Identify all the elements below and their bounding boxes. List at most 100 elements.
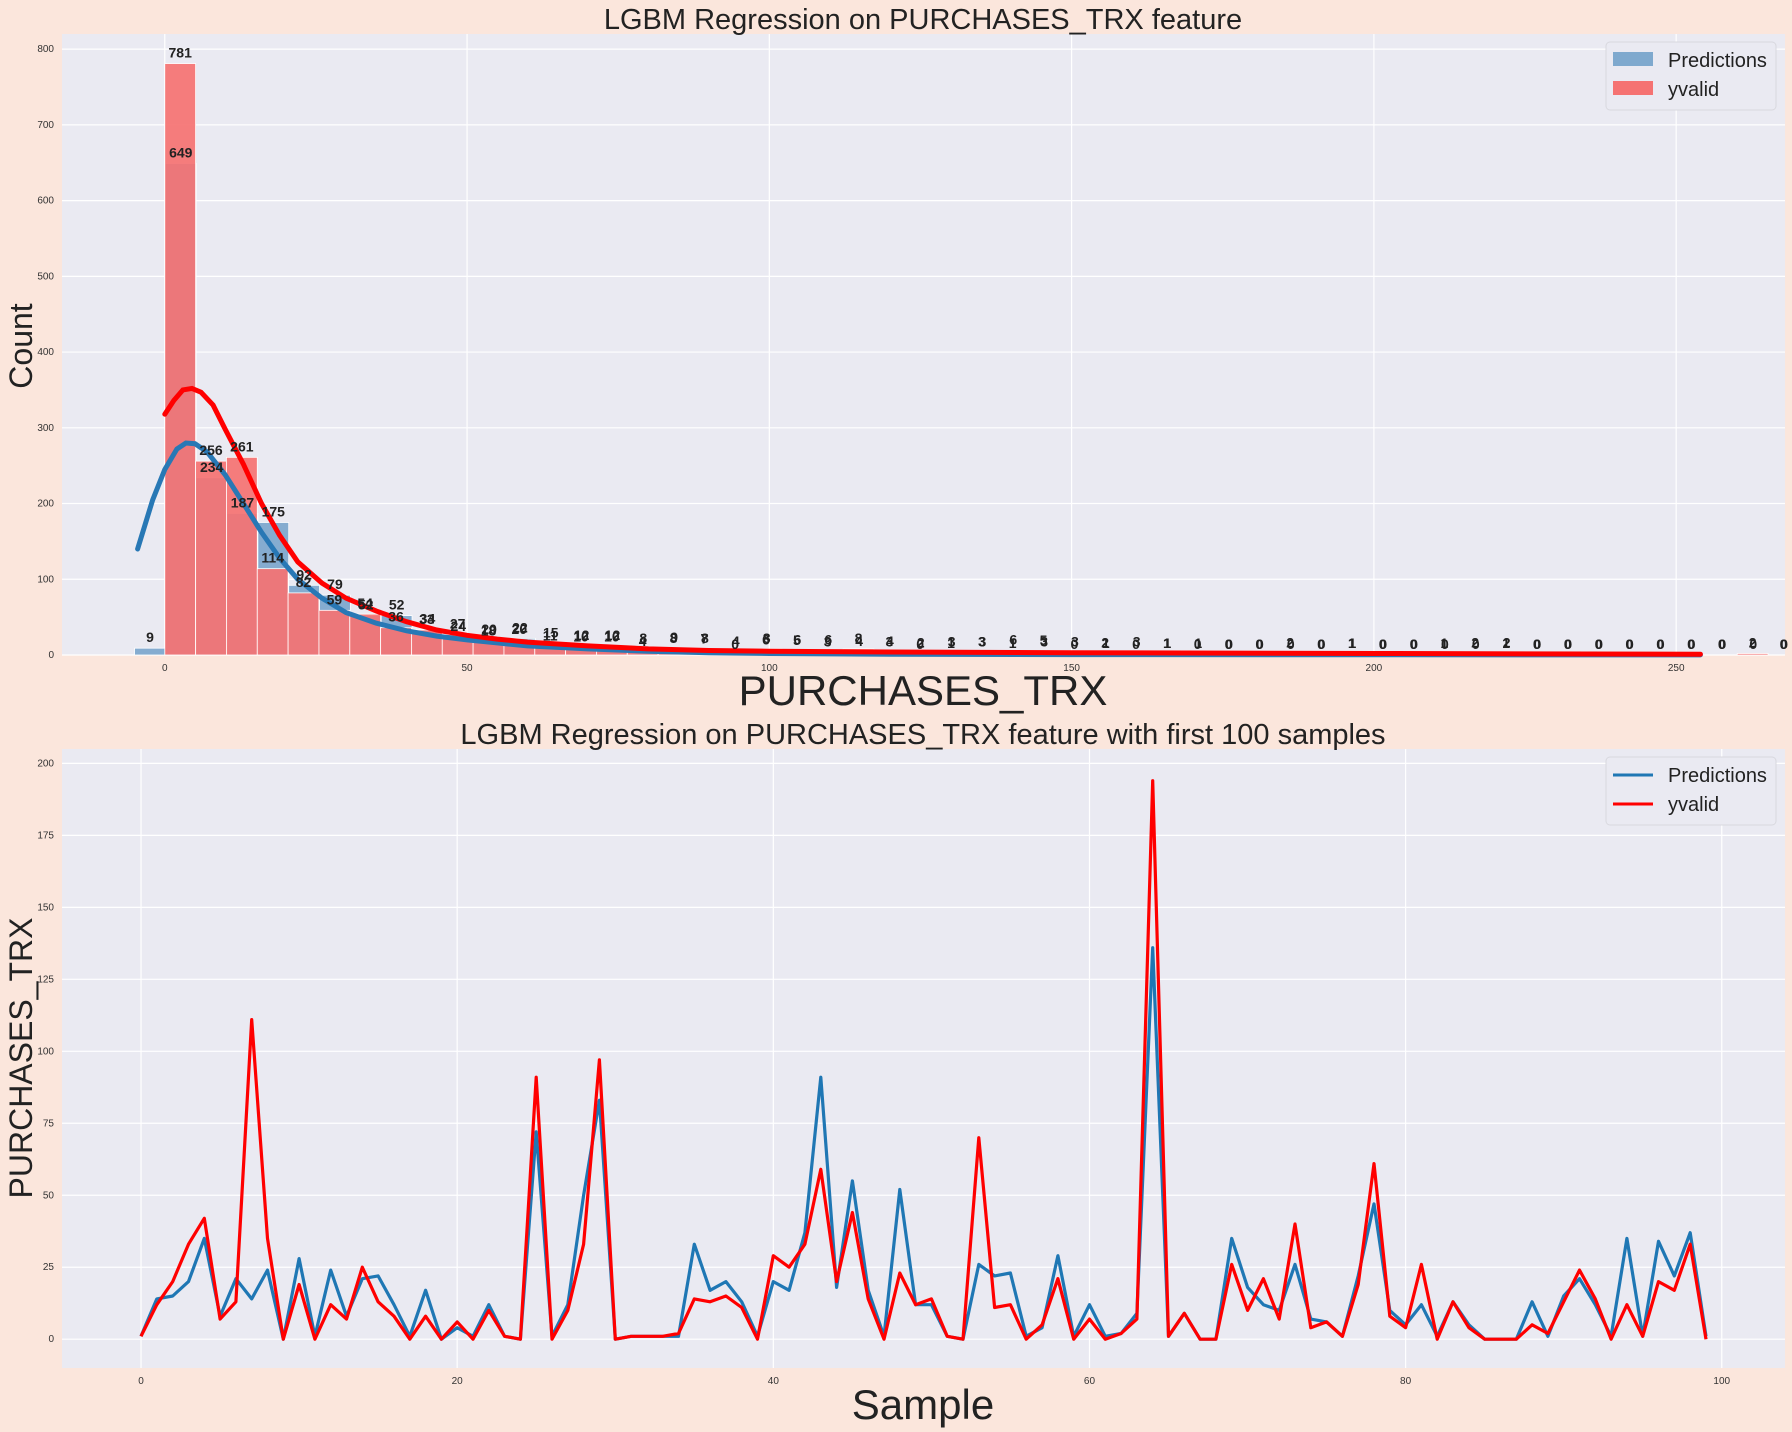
yvalid-bar (1736, 653, 1769, 656)
prediction-bar-label: 0 (1287, 636, 1295, 652)
yvalid-bar-label: 8 (670, 630, 678, 646)
yvalid-bar-label: 4 (639, 633, 647, 649)
y-tick-label: 200 (37, 499, 54, 510)
prediction-bar-label: 0 (1595, 636, 1603, 652)
prediction-bar-label: 52 (358, 597, 374, 613)
x-tick-label: 100 (761, 663, 778, 674)
x-tick-label: 0 (162, 663, 168, 674)
prediction-bar-label: 20 (481, 621, 497, 637)
y-tick-label: 100 (37, 574, 54, 585)
prediction-bar-label: 1 (1102, 635, 1110, 651)
yvalid-bar-label: 6 (762, 631, 770, 647)
yvalid-bar-label: 781 (169, 45, 193, 61)
prediction-bar-label: 3 (948, 634, 956, 650)
x-tick-labels-2: 0 20 40 60 80 100 (138, 1376, 1730, 1387)
prediction-bar-label: 0 (1780, 636, 1788, 652)
y-axis-label-2: PURCHASES_TRX (3, 918, 39, 1199)
prediction-bar-label: 3 (979, 634, 987, 650)
prediction-bar-label: 3 (1071, 634, 1079, 650)
yvalid-kde-curve (162, 385, 1703, 657)
y-tick-label: 50 (43, 1190, 55, 1201)
x-tick-labels-1: 0 50 100 150 200 250 (162, 663, 1685, 674)
yvalid-bar-label: 59 (327, 591, 343, 607)
prediction-bar-label: 92 (296, 566, 312, 582)
yvalid-bar-label: 2 (1471, 634, 1479, 650)
yvalid-bar-label: 0 (916, 636, 924, 652)
yvalid-bar-label: 8 (855, 630, 863, 646)
prediction-bar-label: 9 (146, 629, 154, 645)
yvalid-bar-label: 0 (1718, 636, 1726, 652)
prediction-bar-label: 8 (701, 630, 709, 646)
legend-label-predictions-2: Predictions (1668, 765, 1767, 787)
prediction-bar-label: 0 (1472, 636, 1480, 652)
yvalid-bar-label: 10 (573, 628, 589, 644)
gridlines-2 (62, 749, 1785, 1368)
prediction-bar-label: 0 (1379, 636, 1387, 652)
y-tick-label: 125 (37, 974, 54, 985)
yvalid-bar-label: 1 (1009, 635, 1017, 651)
x-tick-label: 200 (1366, 663, 1383, 674)
yvalid-bar-label: 0 (731, 636, 739, 652)
prediction-bar-label: 22 (512, 619, 528, 635)
plot-area-1 (62, 34, 1785, 655)
prediction-bar-label: 1 (1164, 635, 1172, 651)
yvalid-bar-label: 1 (1348, 635, 1356, 651)
prediction-bar-label: 0 (1657, 636, 1665, 652)
yvalid-bar-label: 1 (1440, 635, 1448, 651)
yvalid-bar-label: 3 (978, 634, 986, 650)
yvalid-bar-label: 33 (419, 611, 435, 627)
yvalid-bar-label: 0 (1194, 636, 1202, 652)
prediction-bar-label: 12 (605, 627, 621, 643)
plot-area-2 (62, 749, 1785, 1368)
yvalid-line (139, 779, 1708, 1341)
y-axis-label-1: Count (3, 303, 39, 389)
yvalid-bar-label: 0 (1379, 636, 1387, 652)
yvalid-bar (164, 63, 197, 656)
prediction-bar-label: 649 (169, 145, 193, 161)
prediction-bar-label: 4 (855, 633, 863, 649)
yvalid-bar-label: 1 (1502, 635, 1510, 651)
prediction-bar-label: 0 (1410, 636, 1418, 652)
yvalid-bar-label: 261 (230, 438, 254, 454)
prediction-bar-label: 0 (1688, 636, 1696, 652)
yvalid-bar-label: 3 (824, 634, 832, 650)
y-tick-label: 0 (48, 1334, 54, 1345)
prediction-bar-label: 0 (1318, 636, 1326, 652)
yvalid-bar-label: 0 (1255, 636, 1263, 652)
yvalid-bar-label: 0 (1225, 636, 1233, 652)
x-axis-label-2: Sample (852, 1381, 994, 1428)
yvalid-bar-label: 0 (1070, 636, 1078, 652)
x-tick-label: 100 (1713, 1376, 1730, 1387)
prediction-bar-label: 3 (1133, 634, 1141, 650)
y-tick-label: 800 (37, 44, 54, 55)
yvalid-bar-label: 0 (1687, 636, 1695, 652)
yvalid-bar-label: 0 (1595, 636, 1603, 652)
series-lines (139, 779, 1708, 1341)
prediction-bar-label: 52 (389, 597, 405, 613)
legend-swatch-yvalid-1 (1613, 81, 1653, 95)
y-tick-label: 100 (37, 1046, 54, 1057)
prediction-bar-label: 0 (1749, 636, 1757, 652)
yvalid-bar-label: 0 (1533, 636, 1541, 652)
yvalid-bar-label: 0 (1625, 636, 1633, 652)
legend-swatch-predictions-1 (1613, 52, 1653, 66)
yvalid-bar-label: 3 (885, 634, 893, 650)
prediction-bar-label: 12 (574, 627, 590, 643)
prediction-bar-label: 2 (917, 634, 925, 650)
prediction-bar-label: 187 (231, 494, 255, 510)
legend-label-predictions-1: Predictions (1668, 50, 1767, 72)
chart-title-2: LGBM Regression on PURCHASES_TRX feature… (460, 719, 1385, 751)
prediction-bar-label: 1 (1349, 635, 1357, 651)
y-tick-label: 150 (37, 902, 54, 913)
x-tick-label: 80 (1400, 1376, 1412, 1387)
prediction-bar-label: 0 (1225, 636, 1233, 652)
prediction-bar-label: 79 (327, 576, 343, 592)
prediction-bar-label: 6 (794, 631, 802, 647)
gridlines-1 (62, 34, 1785, 656)
legend-1: Predictions yvalid (1605, 41, 1777, 111)
x-tick-label: 60 (1084, 1376, 1096, 1387)
prediction-bar (134, 647, 166, 656)
yvalid-bar-label: 0 (1132, 636, 1140, 652)
prediction-bar-label: 15 (543, 625, 559, 641)
